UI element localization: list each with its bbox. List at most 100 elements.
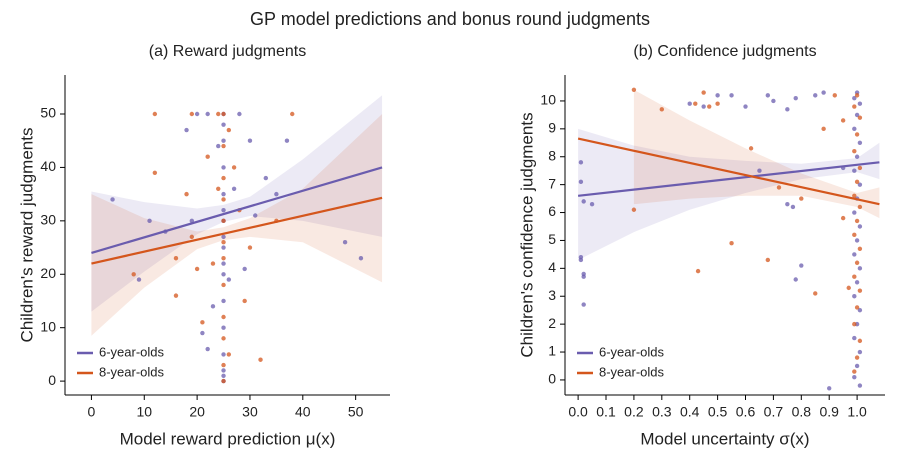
data-point: [852, 168, 857, 173]
data-point: [189, 234, 195, 240]
data-point: [857, 182, 863, 187]
data-point: [205, 346, 210, 352]
data-point: [852, 274, 857, 279]
data-point: [231, 165, 237, 170]
y-tick-label: 40: [40, 158, 56, 174]
confidence-band: [91, 113, 383, 336]
data-point: [231, 186, 237, 191]
y-tick-label: 50: [40, 105, 56, 121]
data-point: [152, 111, 158, 117]
data-point: [258, 357, 263, 362]
data-point: [852, 95, 857, 101]
x-tick-label: 0.7: [764, 404, 784, 420]
y-tick-label: 6: [548, 203, 556, 219]
data-point: [854, 363, 860, 369]
legend-label: 6-year-olds: [99, 344, 165, 359]
data-point: [221, 175, 226, 181]
data-point: [631, 207, 637, 212]
data-point: [852, 369, 857, 374]
data-point: [284, 138, 290, 143]
x-tick-label: 0.1: [596, 404, 616, 420]
x-tick-label: 20: [189, 404, 205, 420]
data-point: [221, 197, 226, 202]
data-point: [200, 320, 205, 325]
data-point: [242, 298, 247, 304]
data-point: [136, 277, 142, 282]
data-point: [221, 298, 226, 304]
x-axis-label: Model reward prediction μ(x): [120, 429, 336, 448]
confidence-band: [633, 89, 880, 219]
data-point: [854, 218, 860, 224]
data-point: [821, 90, 826, 95]
data-point: [857, 224, 863, 229]
data-point: [226, 352, 232, 357]
x-tick-label: 10: [136, 404, 152, 420]
data-point: [221, 218, 226, 224]
data-point: [581, 274, 586, 279]
x-tick-label: 0.9: [819, 404, 839, 420]
data-point: [857, 246, 863, 252]
data-point: [854, 179, 860, 185]
data-point: [715, 101, 720, 106]
data-point: [221, 111, 226, 117]
data-point: [854, 154, 860, 159]
data-point: [852, 321, 857, 327]
data-point: [790, 204, 796, 210]
data-point: [854, 355, 860, 360]
data-point: [743, 104, 748, 109]
data-point: [194, 111, 200, 117]
data-point: [693, 101, 698, 106]
data-point: [173, 293, 179, 298]
data-point: [852, 104, 857, 109]
data-point: [263, 175, 269, 181]
data-point: [578, 179, 584, 185]
panel-title: (b) Confidence judgments: [633, 43, 816, 60]
data-point: [581, 199, 586, 204]
y-axis-label: Children's reward judgments: [17, 128, 36, 343]
x-tick-label: 0.8: [792, 404, 812, 420]
y-tick-label: 10: [40, 318, 56, 334]
data-point: [827, 386, 832, 391]
y-tick-label: 10: [540, 92, 556, 108]
data-point: [226, 127, 232, 133]
y-tick-label: 9: [548, 120, 556, 136]
data-point: [578, 160, 584, 165]
data-point: [147, 218, 152, 224]
data-point: [221, 261, 226, 266]
data-point: [221, 272, 226, 277]
data-point: [854, 132, 860, 137]
data-point: [729, 93, 734, 98]
x-tick-label: 30: [242, 404, 258, 420]
x-tick-label: 50: [348, 404, 364, 420]
x-axis-label: Model uncertainty σ(x): [640, 429, 809, 448]
data-point: [216, 143, 221, 149]
data-point: [852, 294, 857, 299]
data-point: [342, 240, 348, 245]
data-point: [857, 115, 863, 120]
data-point: [857, 101, 863, 106]
x-tick-label: 0.0: [568, 404, 588, 420]
data-point: [237, 111, 242, 117]
data-point: [221, 373, 226, 378]
data-point: [221, 352, 226, 357]
data-point: [757, 168, 762, 173]
data-point: [852, 252, 857, 257]
x-tick-label: 0: [88, 404, 96, 420]
data-point: [857, 204, 863, 210]
data-point: [854, 305, 860, 310]
data-point: [785, 201, 790, 207]
y-tick-label: 1: [548, 343, 556, 359]
figure-title: GP model predictions and bonus round jud…: [250, 9, 650, 29]
data-point: [854, 238, 860, 243]
data-point: [578, 257, 584, 263]
y-tick-label: 8: [548, 147, 556, 163]
data-point: [854, 112, 860, 118]
y-tick-label: 0: [48, 372, 56, 388]
data-point: [184, 127, 189, 133]
data-point: [793, 95, 798, 101]
data-point: [857, 338, 863, 344]
data-point: [857, 288, 863, 293]
data-point: [776, 185, 782, 190]
data-point: [771, 98, 776, 104]
